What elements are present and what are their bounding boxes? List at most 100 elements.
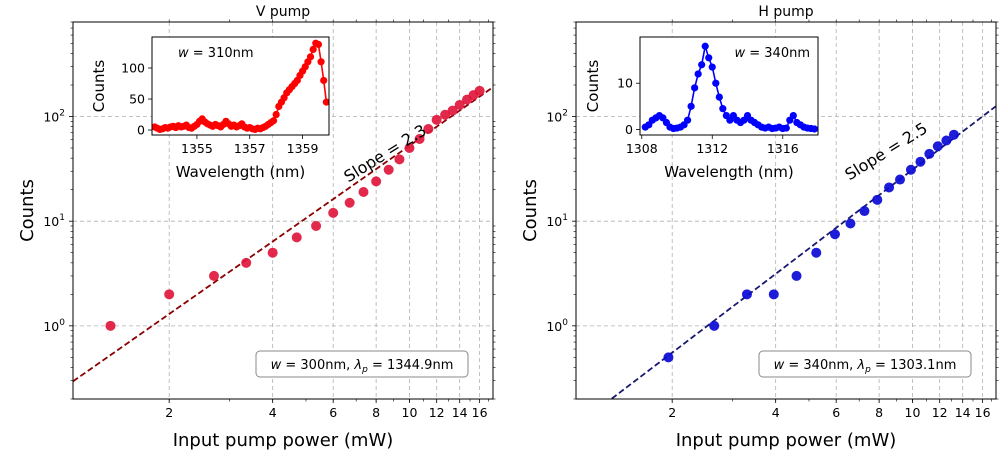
data-point: [208, 270, 219, 281]
x-tick-label: 16: [975, 405, 991, 420]
x-tick-label: 8: [875, 405, 883, 420]
inset-x-tick-label: 1357: [234, 141, 266, 156]
inset-y-tick-label: 0: [625, 122, 633, 137]
data-point: [267, 247, 278, 258]
y-tick-label: 100: [546, 318, 568, 334]
data-point: [404, 143, 415, 154]
x-tick-label: 14: [452, 405, 468, 420]
y-tick-label: 101: [43, 213, 65, 229]
parameter-box: [758, 350, 972, 378]
inset-x-axis-label: Wavelength (nm): [664, 163, 794, 181]
inset-y-tick-label: 50: [129, 92, 145, 107]
x-tick-label: 12: [932, 405, 948, 420]
data-point: [872, 194, 883, 205]
inset-y-tick-label: 0: [137, 123, 145, 138]
data-point: [829, 229, 840, 240]
x-tick-label: 10: [905, 405, 921, 420]
inset-x-tick-label: 1355: [181, 141, 213, 156]
x-tick-label: 12: [429, 405, 445, 420]
inset-x-tick-label: 1359: [287, 141, 319, 156]
y-tick-label: 100: [43, 318, 65, 334]
chart-title: V pump: [256, 4, 310, 20]
inset-point: [698, 61, 706, 69]
data-point: [663, 352, 674, 363]
inset-frame: [151, 36, 330, 136]
inset-x-tick-label: 1312: [696, 141, 728, 156]
inset-point: [712, 79, 720, 87]
data-point: [924, 148, 935, 159]
data-point: [709, 320, 720, 331]
data-point: [371, 176, 382, 187]
inset-x-axis-label: Wavelength (nm): [176, 163, 306, 181]
inset-width-label: w = 310nm: [178, 46, 254, 61]
x-tick-label: 4: [772, 405, 780, 420]
data-point: [948, 129, 959, 140]
data-point: [941, 135, 952, 146]
data-point: [791, 270, 802, 281]
inset-point: [789, 111, 797, 120]
data-point: [311, 220, 322, 231]
data-point: [328, 207, 339, 218]
x-axis-label: Input pump power (mW): [676, 430, 897, 451]
panel-v-pump: 2 4 6 8 10 12 14 16 100 101 102 V pump Input pump po…: [17, 4, 496, 451]
inset-point: [317, 58, 325, 66]
inset-point: [782, 124, 790, 132]
x-tick-label: 10: [402, 405, 418, 420]
inset-point: [314, 40, 323, 49]
parameter-label: w = 340nm, λp = 1303.1nm: [774, 358, 957, 375]
inset-point: [701, 42, 709, 50]
x-tick-label: 2: [668, 405, 676, 420]
x-tick-label: 4: [269, 405, 277, 420]
inset-x-tick-label: 1316: [767, 141, 799, 156]
inset-point: [810, 125, 818, 133]
inset-point: [683, 116, 692, 124]
data-point: [105, 320, 116, 331]
inset-point: [691, 84, 699, 92]
inset-point: [708, 63, 716, 71]
data-point: [383, 164, 394, 175]
inset-spectrum: 1308 1312 1316 0 10 Wavelength (nm) Counts w = …: [584, 36, 819, 181]
inset-background: [152, 37, 329, 135]
x-axis-label: Input pump power (mW): [173, 430, 394, 451]
data-point: [440, 109, 451, 120]
data-point: [884, 182, 895, 193]
slope-annotation: Slope = 2.5: [841, 119, 930, 185]
inset-point: [705, 54, 713, 62]
inset-point: [306, 53, 315, 61]
data-point: [811, 247, 822, 258]
y-tick-label: 102: [43, 109, 65, 125]
inset-point: [320, 76, 328, 85]
y-axis-label: Counts: [520, 179, 541, 242]
y-tick-label: 102: [546, 109, 568, 125]
inset-y-axis-label: Counts: [90, 60, 108, 113]
inset-spectrum: 1355 1357 1359 0 50 100 Wavelength (nm) Counts w…: [90, 36, 330, 181]
inset-point: [272, 110, 280, 119]
y-axis-label: Counts: [17, 179, 38, 242]
data-point: [414, 133, 425, 144]
inset-width-label: w = 340nm: [734, 46, 810, 61]
inset-point: [322, 98, 329, 106]
data-point: [291, 232, 302, 243]
inset-point: [694, 70, 702, 78]
plot-frame: [575, 21, 997, 400]
data-point: [859, 206, 870, 217]
data-point: [915, 156, 926, 167]
inset-point: [687, 102, 695, 110]
inset-point: [309, 45, 317, 54]
inset-x-tick-label: 1308: [626, 141, 658, 156]
data-point: [431, 114, 442, 125]
inset-point: [719, 105, 727, 113]
x-tick-label: 2: [165, 405, 173, 420]
data-point: [895, 174, 906, 185]
y-tick-label: 101: [546, 213, 568, 229]
data-point: [164, 289, 175, 300]
x-tick-label: 16: [472, 405, 488, 420]
inset-y-tick-label: 100: [121, 61, 145, 76]
data-point: [241, 257, 252, 268]
data-point: [454, 99, 465, 110]
data-point: [905, 164, 916, 175]
inset-point: [715, 93, 723, 101]
inset-point: [269, 117, 278, 125]
